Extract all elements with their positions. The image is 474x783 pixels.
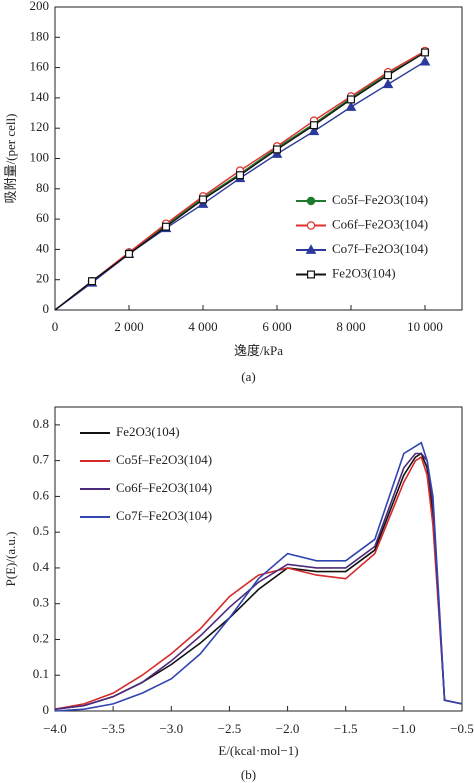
x-tick-label: 0 [52, 319, 59, 334]
series-line [54, 441, 463, 712]
marker [419, 55, 431, 66]
x-tick-label: −3.0 [159, 721, 183, 736]
marker [87, 277, 96, 286]
marker [310, 121, 319, 130]
y-tick-label: 120 [30, 119, 50, 134]
plot-frame [54, 406, 463, 712]
y-tick-label: 0.5 [33, 523, 49, 538]
y-tick-label: 0.4 [33, 559, 50, 574]
y-tick-label: 40 [36, 240, 49, 255]
y-tick-label: 0 [43, 702, 50, 717]
marker [421, 48, 430, 57]
y-tick-label: 0.7 [33, 452, 50, 467]
marker [382, 78, 394, 89]
y-tick-label: 160 [30, 59, 50, 74]
legend-label: Co6f–Fe2O3(104) [332, 216, 428, 231]
x-tick-label: 6 000 [262, 319, 291, 334]
x-tick-label: −4.0 [43, 721, 67, 736]
marker [162, 222, 171, 231]
y-tick-label: 140 [30, 89, 50, 104]
x-axis-label: E/(kcal·mol−1) [218, 743, 298, 758]
x-tick-label: 10 000 [407, 319, 443, 334]
marker [384, 71, 393, 80]
x-tick-label: 2 000 [114, 319, 143, 334]
marker [124, 249, 133, 258]
caption: (a) [241, 369, 255, 384]
x-tick-label: −0.5 [450, 721, 474, 736]
y-tick-label: 0.3 [33, 595, 49, 610]
series-line [54, 452, 463, 711]
legend-label: Co7f–Fe2O3(104) [116, 508, 212, 523]
marker [345, 101, 357, 111]
x-tick-label: −1.0 [392, 721, 416, 736]
marker [308, 125, 320, 136]
marker [236, 171, 245, 180]
y-tick-label: 60 [36, 210, 49, 225]
x-tick-label: −2.5 [218, 721, 242, 736]
series-line [54, 455, 463, 710]
caption: (b) [241, 767, 256, 782]
legend-label: Fe2O3(104) [116, 424, 180, 439]
legend-label: Co6f–Fe2O3(104) [116, 480, 212, 495]
y-tick-label: 0.8 [33, 416, 49, 431]
y-tick-label: 0.2 [33, 630, 49, 645]
legend-marker [305, 244, 317, 254]
y-tick-label: 0 [43, 301, 50, 316]
y-tick-label: 200 [30, 0, 50, 13]
x-tick-label: −2.0 [276, 721, 300, 736]
legend-label: Co5f–Fe2O3(104) [332, 192, 428, 207]
legend-label: Co5f–Fe2O3(104) [116, 452, 212, 467]
legend-label: Fe2O3(104) [332, 265, 396, 280]
x-tick-label: −1.5 [334, 721, 358, 736]
y-tick-label: 180 [30, 28, 50, 43]
legend-marker [306, 221, 316, 230]
x-tick-label: −3.5 [101, 721, 125, 736]
x-tick-label: 4 000 [188, 319, 217, 334]
y-tick-label: 100 [30, 149, 50, 164]
y-tick-label: 0.6 [33, 487, 50, 502]
legend-marker [306, 196, 316, 206]
y-axis-label: P(E)/(a.u.) [3, 532, 18, 587]
marker [273, 145, 282, 154]
y-tick-label: 80 [36, 180, 49, 195]
legend-marker [307, 270, 316, 279]
y-tick-label: 0.1 [33, 666, 49, 681]
marker [199, 195, 208, 204]
y-axis-label: 吸附量/(per cell) [3, 114, 18, 204]
x-tick-label: 8 000 [336, 319, 365, 334]
legend-label: Co7f–Fe2O3(104) [332, 241, 428, 256]
marker [347, 95, 356, 104]
x-axis-label: 逸度/kPa [234, 343, 283, 358]
y-tick-label: 20 [36, 271, 49, 286]
